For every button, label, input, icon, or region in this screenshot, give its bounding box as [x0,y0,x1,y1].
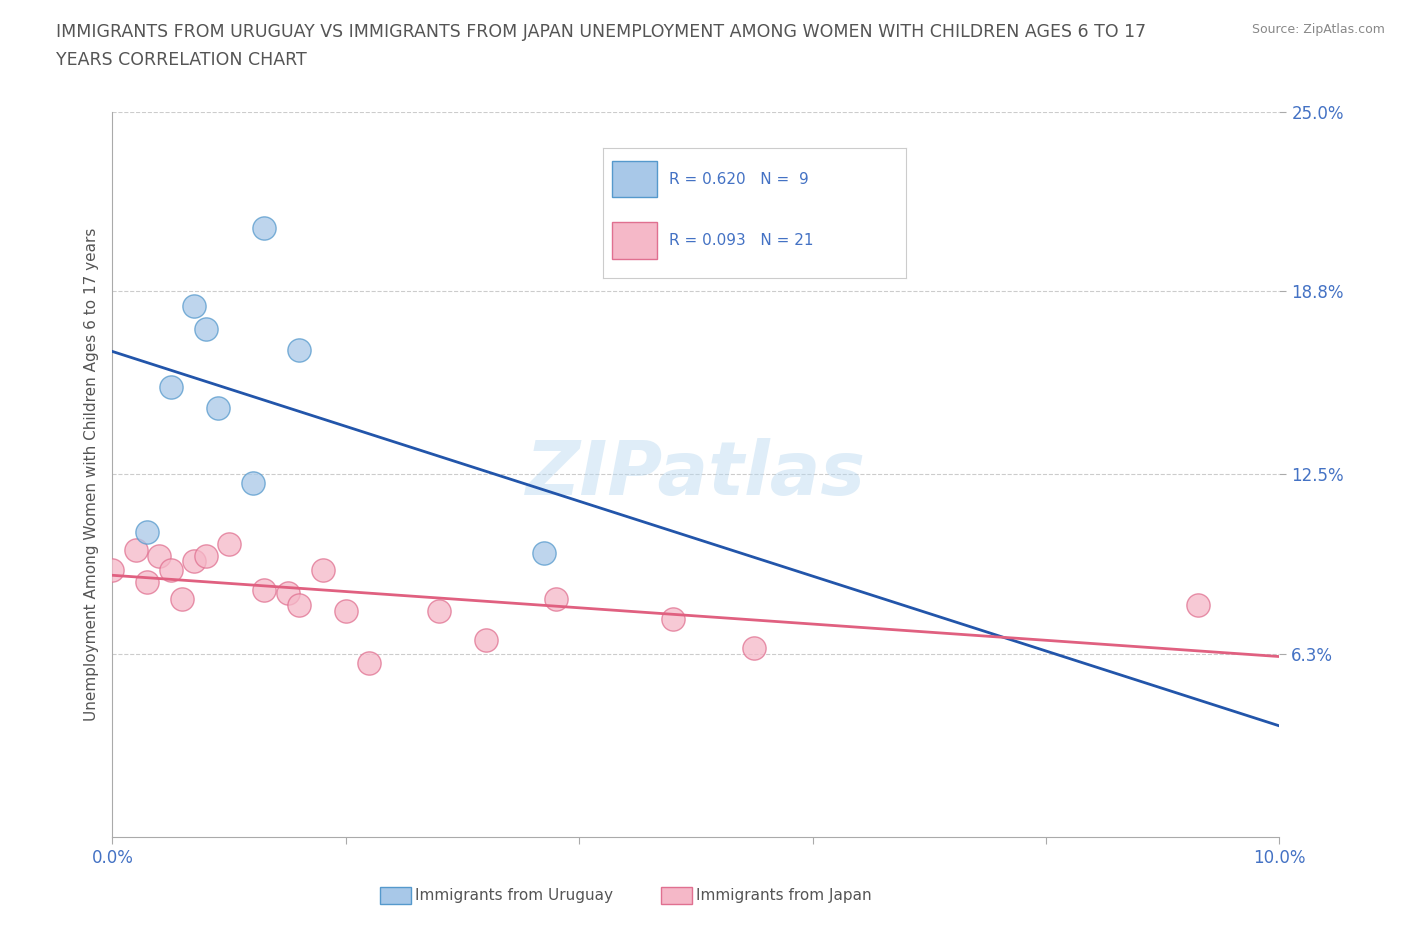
Point [1187,597,1209,612]
Point [276,586,298,601]
Point [533,545,555,560]
Text: IMMIGRANTS FROM URUGUAY VS IMMIGRANTS FROM JAPAN UNEMPLOYMENT AMONG WOMEN WITH C: IMMIGRANTS FROM URUGUAY VS IMMIGRANTS FR… [56,23,1146,41]
Point [218,537,240,551]
Point [661,612,683,627]
Point [160,379,183,394]
Point [183,299,205,313]
Text: Source: ZipAtlas.com: Source: ZipAtlas.com [1251,23,1385,36]
Point [101,563,124,578]
Point [194,322,217,337]
Text: Immigrants from Uruguay: Immigrants from Uruguay [415,888,613,903]
Point [253,220,276,235]
Point [125,542,148,557]
Point [427,604,450,618]
Point [136,525,159,539]
Point [136,574,159,589]
Point [335,604,357,618]
Point [194,548,217,563]
Point [544,591,567,606]
Point [288,597,311,612]
Point [160,563,183,578]
Point [475,632,498,647]
Point [311,563,333,578]
Point [359,656,381,671]
Point [253,583,276,598]
Y-axis label: Unemployment Among Women with Children Ages 6 to 17 years: Unemployment Among Women with Children A… [83,228,98,721]
Point [172,591,194,606]
Point [183,554,205,569]
Point [148,548,170,563]
Text: Immigrants from Japan: Immigrants from Japan [696,888,872,903]
Text: YEARS CORRELATION CHART: YEARS CORRELATION CHART [56,51,307,69]
Point [207,400,229,415]
Point [288,342,311,357]
Point [242,475,264,490]
Text: ZIPatlas: ZIPatlas [526,438,866,511]
Point [742,641,765,656]
